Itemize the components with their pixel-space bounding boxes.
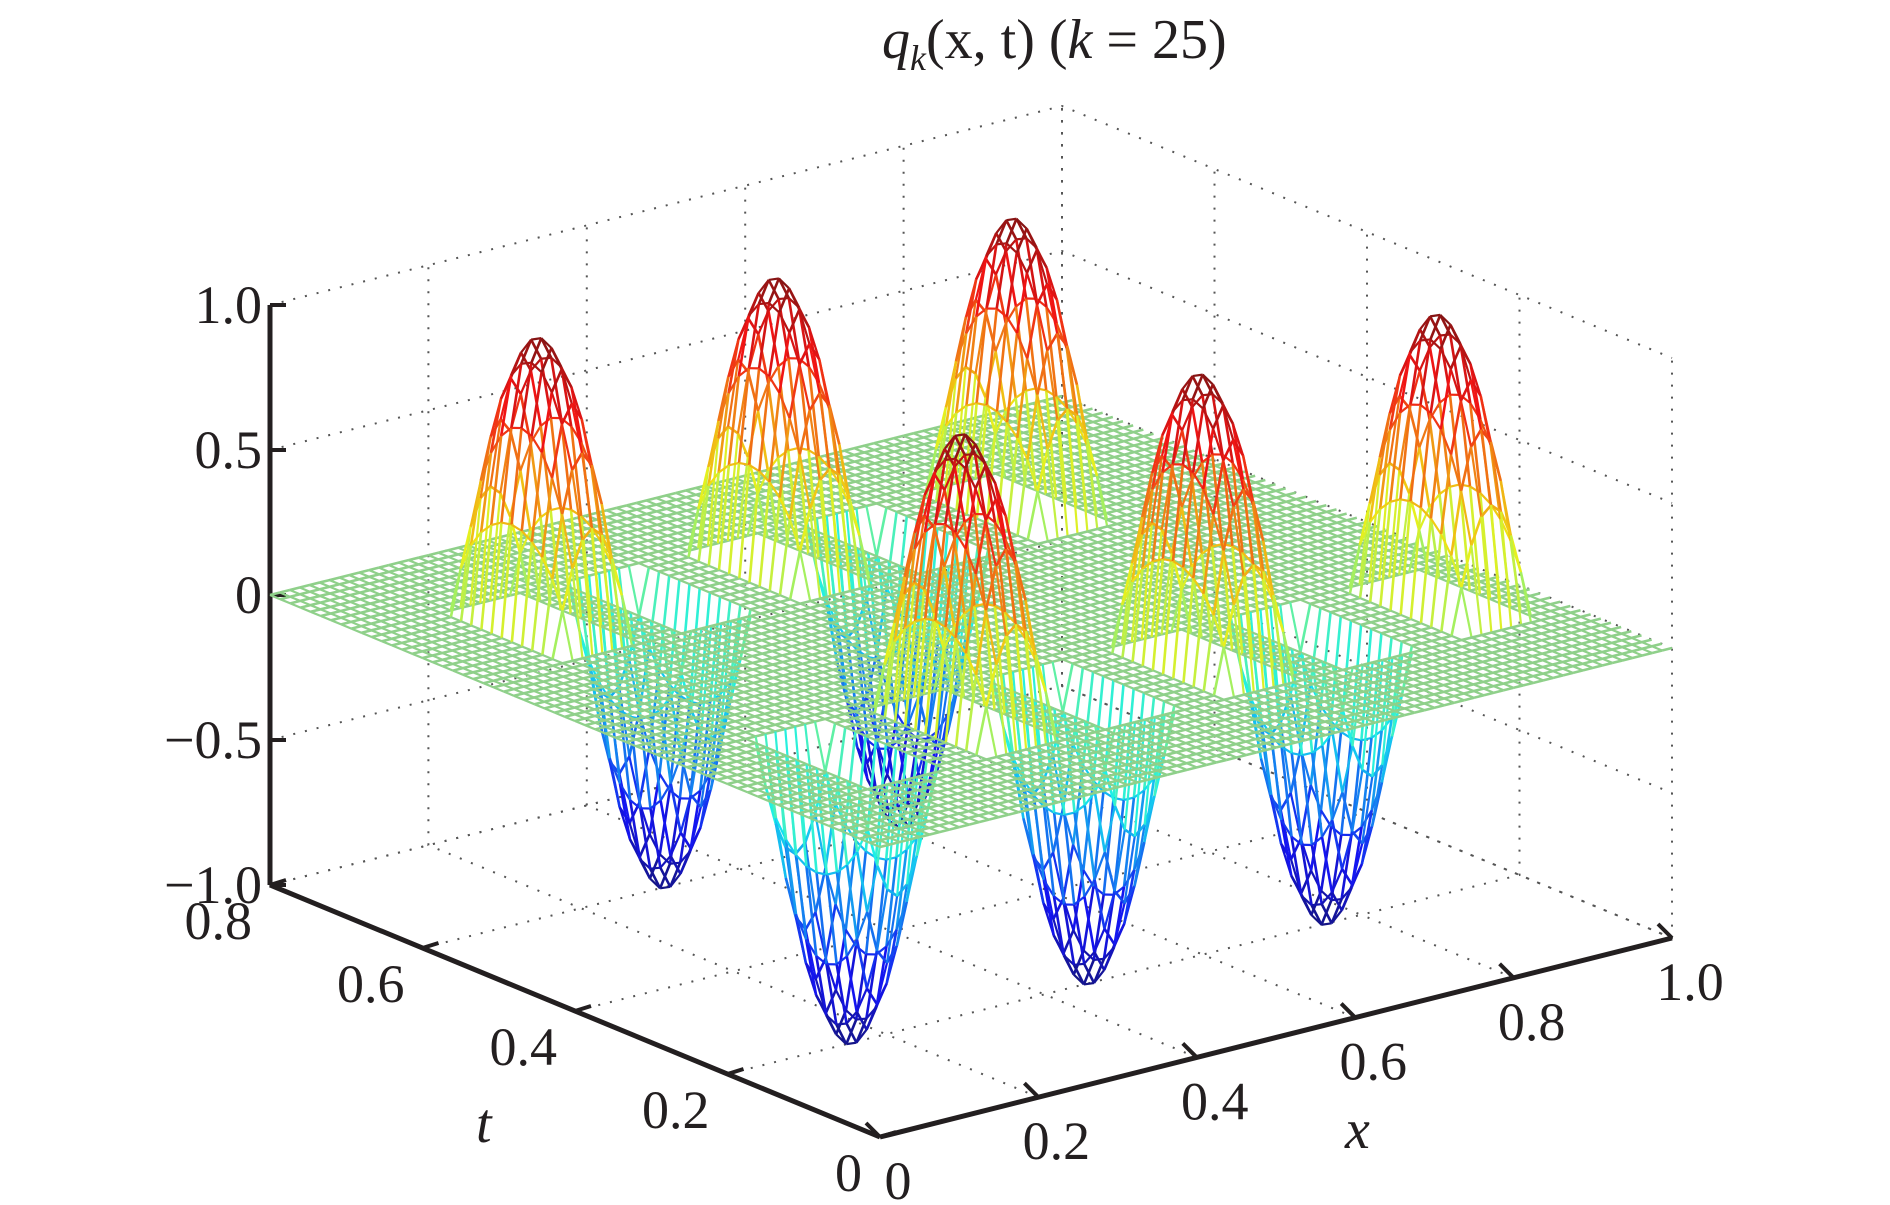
- mesh-segment-t: [564, 715, 576, 723]
- mesh-segment-x: [618, 564, 630, 570]
- mesh-segment-t: [668, 574, 680, 581]
- mesh-segment-t: [758, 301, 770, 306]
- mesh-segment-t: [422, 656, 434, 664]
- mesh-segment-x: [540, 347, 553, 373]
- mesh-segment-t: [452, 669, 464, 676]
- mesh-segment-t: [650, 866, 661, 870]
- x-axis-line: [879, 935, 1673, 1140]
- mesh-segment-t: [533, 703, 545, 710]
- mesh-segment-x: [588, 571, 600, 577]
- mesh-segment-t: [648, 566, 660, 573]
- grid-line-z: [269, 104, 1673, 359]
- mesh-segment-t: [330, 619, 342, 626]
- grid-line-z: [269, 684, 1673, 939]
- mesh-segment-t: [638, 562, 650, 569]
- mesh-segment-t: [896, 510, 908, 518]
- mesh-segment-t: [523, 698, 535, 706]
- x-tick-mark: [1181, 1041, 1199, 1059]
- mesh-segment-t: [381, 640, 393, 647]
- mesh-segment-t: [391, 644, 403, 651]
- mesh-segment-t: [521, 361, 532, 365]
- mesh-segment-t: [442, 665, 454, 672]
- mesh-segment-t: [289, 602, 301, 609]
- mesh-segment-t: [627, 565, 641, 617]
- surface-mesh: [269, 217, 1673, 1046]
- mesh-segment-x: [551, 610, 564, 660]
- mesh-segment-t: [310, 610, 322, 618]
- mesh-segment-x: [826, 512, 838, 518]
- mesh-segment-x: [1026, 490, 1039, 540]
- mesh-segment-t: [865, 505, 878, 557]
- mesh-segment-x: [628, 561, 640, 567]
- mesh-segment-t: [1005, 316, 1018, 334]
- mesh-segment-t: [886, 506, 898, 513]
- grid-line-t: [727, 295, 1521, 1075]
- grid-line-z: [269, 249, 1673, 504]
- mesh-segment-t: [798, 550, 812, 602]
- x-tick-mark: [1656, 922, 1674, 940]
- mesh-segment-t: [361, 631, 373, 639]
- mesh-segment-t: [411, 652, 423, 660]
- mesh-segment-t: [996, 242, 1007, 246]
- mesh-segment-t: [401, 648, 413, 655]
- mesh-segment-t: [300, 606, 312, 613]
- mesh-segment-x: [707, 541, 719, 547]
- mesh-segment-t: [279, 598, 291, 605]
- mesh-segment-t: [530, 435, 543, 454]
- t-tick-mark: [879, 1130, 897, 1139]
- mesh-segment-x: [856, 504, 867, 510]
- grid-line-x: [427, 265, 1039, 1099]
- axes-layer: [267, 303, 1674, 1140]
- mesh-segment-t: [493, 686, 505, 693]
- t-tick-mark: [421, 941, 440, 950]
- mesh-segment-t: [709, 591, 721, 598]
- mesh-segment-t: [371, 635, 383, 643]
- mesh-segment-t: [658, 570, 670, 577]
- mesh-segment-x: [788, 550, 802, 600]
- x-tick-mark: [1339, 1002, 1357, 1020]
- mesh-segment-x: [649, 868, 662, 889]
- x-tick-mark: [1022, 1081, 1040, 1099]
- x-tick-mark: [864, 1121, 882, 1139]
- mesh-segment-t: [513, 694, 525, 702]
- mesh-segment-t: [1036, 490, 1049, 542]
- mesh-segment-t: [350, 627, 362, 634]
- mesh-segment-t: [659, 885, 671, 890]
- mesh-segment-x: [1015, 228, 1028, 254]
- mesh-segment-t: [561, 610, 574, 662]
- t-tick-mark: [574, 1004, 592, 1013]
- mesh-segment-t: [544, 707, 556, 714]
- mesh-segment-t: [875, 502, 887, 509]
- mesh-segment-x: [777, 287, 791, 313]
- mesh-segment-t: [462, 673, 474, 681]
- mesh-segment-t: [678, 578, 690, 586]
- mesh-segment-x: [637, 567, 651, 617]
- mesh-segment-t: [906, 515, 918, 522]
- mesh-segment-t: [967, 540, 979, 547]
- mesh-segment-t: [340, 623, 352, 630]
- mesh-segment-t: [472, 677, 484, 685]
- mesh-segment-x: [866, 502, 877, 508]
- mesh-segment-t: [768, 375, 781, 394]
- grid-line-x: [585, 225, 1198, 1059]
- mesh-segment-t: [554, 711, 566, 718]
- mesh-segment-t: [689, 583, 701, 590]
- mesh-segment-x: [470, 601, 481, 607]
- mesh-segment-t: [699, 587, 711, 594]
- mesh-segment-t: [719, 595, 731, 602]
- mesh-segment-t: [574, 719, 586, 727]
- t-tick-mark: [726, 1067, 745, 1076]
- mesh-segment-t: [320, 614, 332, 622]
- mesh-segment-t: [729, 599, 741, 607]
- mesh-segment-t: [503, 690, 515, 697]
- x-tick-mark: [1498, 962, 1516, 980]
- mesh-segment-t: [269, 593, 281, 601]
- mesh-segment-x: [875, 507, 888, 557]
- mesh-segment-t: [432, 661, 444, 668]
